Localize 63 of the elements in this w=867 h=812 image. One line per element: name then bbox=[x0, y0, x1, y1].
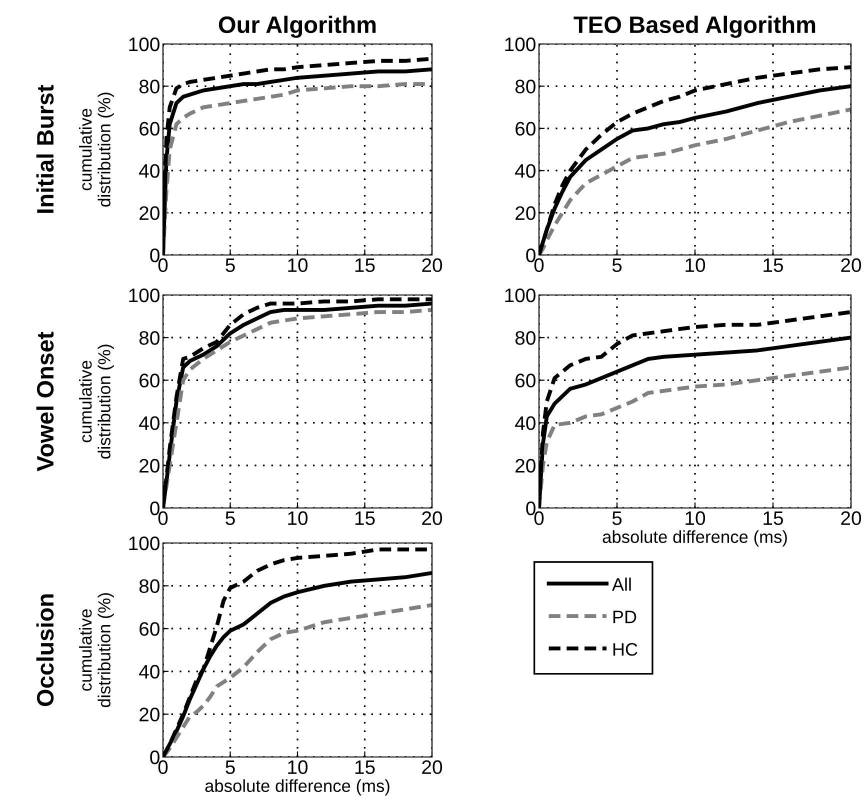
x-tick-label: 15 bbox=[764, 258, 783, 272]
y-tick-label: 20 bbox=[140, 708, 160, 722]
y-tick-label: 40 bbox=[515, 416, 536, 430]
y-tick-label: 60 bbox=[140, 622, 160, 636]
y-tick-label: 0 bbox=[150, 750, 160, 764]
y-tick-label: 80 bbox=[139, 579, 160, 594]
y-tick-label: 100 bbox=[505, 37, 536, 52]
y-tick-label: 0 bbox=[150, 248, 160, 262]
x-tick-label: 10 bbox=[288, 760, 308, 774]
y-tick-label: 100 bbox=[129, 536, 160, 550]
x-tick-label: 15 bbox=[764, 511, 783, 526]
x-tick-label: 5 bbox=[226, 511, 235, 526]
legend-label: All bbox=[612, 578, 631, 591]
y-tick-label: 20 bbox=[516, 458, 536, 473]
x-tick-label: 10 bbox=[288, 258, 308, 272]
x-tick-label: 5 bbox=[612, 511, 622, 526]
y-tick-label: 100 bbox=[129, 288, 160, 302]
y-axis-title: cumulative distribution (%) bbox=[79, 593, 114, 708]
y-tick-label: 0 bbox=[150, 501, 160, 516]
y-tick-label: 40 bbox=[139, 164, 160, 178]
y-axis-title: cumulative distribution (%) bbox=[79, 92, 114, 207]
x-tick-label: 20 bbox=[422, 760, 442, 774]
x-tick-label: 10 bbox=[686, 511, 706, 526]
y-tick-label: 60 bbox=[516, 374, 536, 388]
x-axis-title: absolute difference (ms) bbox=[602, 530, 787, 546]
y-tick-label: 60 bbox=[140, 374, 160, 388]
chart-title: Our Algorithm bbox=[218, 16, 376, 38]
y-tick-label: 20 bbox=[516, 206, 536, 220]
x-tick-label: 20 bbox=[422, 511, 442, 526]
x-tick-label: 5 bbox=[612, 258, 622, 272]
x-tick-label: 20 bbox=[841, 511, 862, 526]
x-tick-label: 10 bbox=[288, 511, 308, 526]
text: Vowel Onset bbox=[36, 332, 54, 472]
y-tick-label: 80 bbox=[515, 80, 536, 94]
text: Occlusion bbox=[36, 594, 54, 706]
x-tick-label: 20 bbox=[841, 258, 862, 272]
y-axis-title: cumulative distribution (%) bbox=[79, 344, 114, 459]
legend-label: HC bbox=[613, 643, 638, 656]
y-tick-label: 0 bbox=[526, 248, 536, 262]
y-tick-label: 20 bbox=[140, 458, 160, 473]
x-tick-label: 5 bbox=[226, 258, 235, 272]
text: Initial Burst bbox=[36, 84, 54, 213]
x-tick-label: 15 bbox=[355, 511, 375, 526]
y-tick-label: 80 bbox=[139, 80, 160, 94]
x-tick-label: 15 bbox=[355, 258, 375, 272]
y-tick-label: 100 bbox=[129, 37, 160, 52]
chart-title: TEO Based Algorithm bbox=[574, 16, 816, 38]
x-tick-label: 20 bbox=[422, 258, 442, 272]
legend-label: PD bbox=[613, 610, 636, 624]
x-axis-title: absolute difference (ms) bbox=[205, 779, 390, 796]
y-tick-label: 20 bbox=[140, 206, 160, 220]
y-tick-label: 0 bbox=[526, 501, 536, 516]
y-tick-label: 100 bbox=[505, 288, 536, 302]
y-tick-label: 80 bbox=[139, 331, 160, 345]
x-tick-label: 10 bbox=[686, 258, 706, 272]
y-tick-label: 60 bbox=[140, 122, 160, 136]
y-tick-label: 40 bbox=[515, 164, 536, 178]
x-tick-label: 15 bbox=[355, 760, 375, 774]
y-tick-label: 40 bbox=[139, 416, 160, 430]
y-tick-label: 80 bbox=[515, 331, 536, 345]
y-tick-label: 60 bbox=[516, 122, 536, 136]
y-tick-label: 40 bbox=[139, 664, 160, 679]
x-tick-label: 5 bbox=[226, 760, 235, 774]
